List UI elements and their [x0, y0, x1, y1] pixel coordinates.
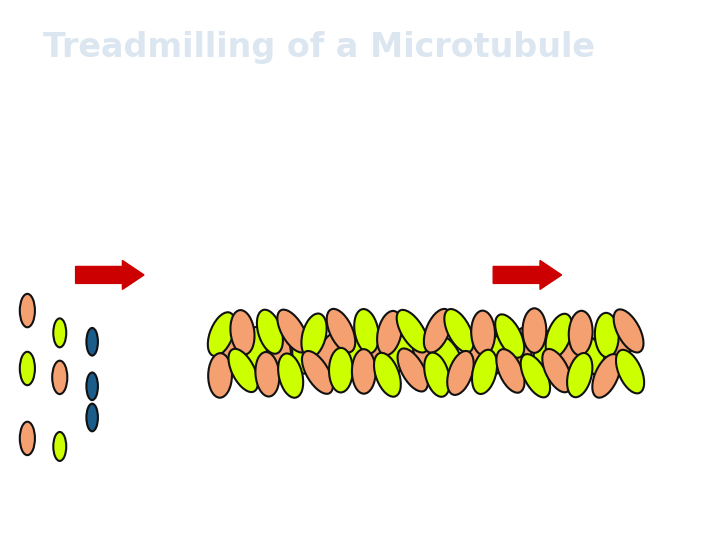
Ellipse shape [329, 348, 353, 393]
Ellipse shape [521, 354, 550, 397]
Ellipse shape [577, 334, 608, 377]
Ellipse shape [292, 329, 316, 374]
Ellipse shape [19, 422, 35, 455]
Ellipse shape [86, 404, 98, 431]
Ellipse shape [546, 314, 572, 357]
Ellipse shape [230, 310, 254, 355]
Ellipse shape [462, 334, 487, 378]
Ellipse shape [354, 309, 379, 354]
Ellipse shape [413, 329, 438, 373]
Ellipse shape [595, 313, 618, 357]
Ellipse shape [19, 352, 35, 385]
Ellipse shape [243, 327, 267, 372]
FancyArrow shape [493, 260, 562, 289]
Ellipse shape [377, 311, 402, 355]
FancyArrow shape [76, 260, 144, 289]
Ellipse shape [361, 333, 391, 376]
Ellipse shape [278, 354, 303, 398]
Ellipse shape [302, 314, 327, 358]
Ellipse shape [374, 353, 401, 397]
Ellipse shape [338, 330, 368, 373]
Ellipse shape [302, 351, 333, 394]
Ellipse shape [208, 312, 235, 356]
Ellipse shape [53, 361, 68, 394]
Ellipse shape [397, 310, 428, 353]
Ellipse shape [495, 314, 524, 357]
Ellipse shape [484, 332, 511, 376]
Ellipse shape [472, 350, 497, 394]
Ellipse shape [257, 310, 283, 354]
Ellipse shape [434, 335, 464, 379]
Ellipse shape [397, 348, 428, 392]
Ellipse shape [593, 354, 621, 397]
Ellipse shape [208, 353, 232, 397]
Ellipse shape [567, 353, 593, 397]
Ellipse shape [604, 327, 634, 370]
Ellipse shape [471, 310, 495, 355]
Ellipse shape [19, 294, 35, 327]
Ellipse shape [616, 350, 644, 393]
Ellipse shape [424, 309, 451, 353]
Ellipse shape [569, 311, 593, 355]
Ellipse shape [542, 349, 572, 392]
Ellipse shape [53, 319, 66, 347]
Ellipse shape [86, 373, 98, 400]
Ellipse shape [534, 331, 558, 375]
Ellipse shape [444, 309, 474, 352]
Ellipse shape [523, 308, 546, 353]
Ellipse shape [86, 328, 98, 355]
Ellipse shape [327, 309, 355, 353]
Ellipse shape [496, 349, 524, 393]
Ellipse shape [277, 309, 308, 353]
Ellipse shape [558, 329, 583, 373]
Ellipse shape [508, 327, 533, 372]
Ellipse shape [385, 332, 416, 375]
Ellipse shape [53, 432, 66, 461]
Ellipse shape [228, 349, 258, 392]
Text: Treadmilling of a Microtubule: Treadmilling of a Microtubule [43, 31, 595, 64]
Ellipse shape [256, 352, 279, 396]
Ellipse shape [424, 353, 450, 397]
Ellipse shape [613, 309, 644, 353]
Ellipse shape [447, 351, 474, 395]
Ellipse shape [352, 349, 376, 394]
Ellipse shape [220, 330, 245, 374]
Ellipse shape [266, 327, 291, 371]
Ellipse shape [315, 331, 344, 374]
